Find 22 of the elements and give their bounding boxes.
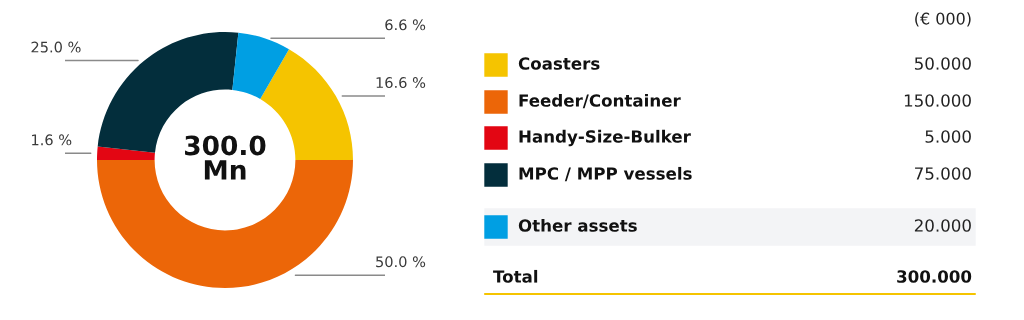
legend-label: Other assets xyxy=(518,218,637,232)
text: 50.0 % xyxy=(376,256,426,268)
data-label: 20.000 xyxy=(914,219,971,232)
donut-slice xyxy=(97,160,353,288)
legend-label: MPC / MPP vessels xyxy=(519,166,692,182)
text: 6.6 % xyxy=(385,19,426,31)
data-label: 75.000 xyxy=(915,167,971,180)
legend-label: Coasters xyxy=(518,57,600,70)
text: 1.6 % xyxy=(32,134,72,146)
text: 300.000 xyxy=(897,270,972,283)
text: 16.6 % xyxy=(376,77,426,89)
text: 25.0 % xyxy=(31,41,81,53)
donut-slice xyxy=(232,32,289,100)
text: Total xyxy=(493,269,538,283)
text: (€ 000) xyxy=(915,12,971,27)
data-label: 50.000 xyxy=(914,57,971,70)
legend-label: Feeder/Container xyxy=(519,93,681,109)
data-label: 5.000 xyxy=(925,130,971,143)
text: 300.0 Mn xyxy=(185,135,266,180)
donut-slice xyxy=(97,146,155,160)
legend-label: Handy-Size-Bulker xyxy=(519,129,691,147)
data-label: 150.000 xyxy=(904,94,971,107)
